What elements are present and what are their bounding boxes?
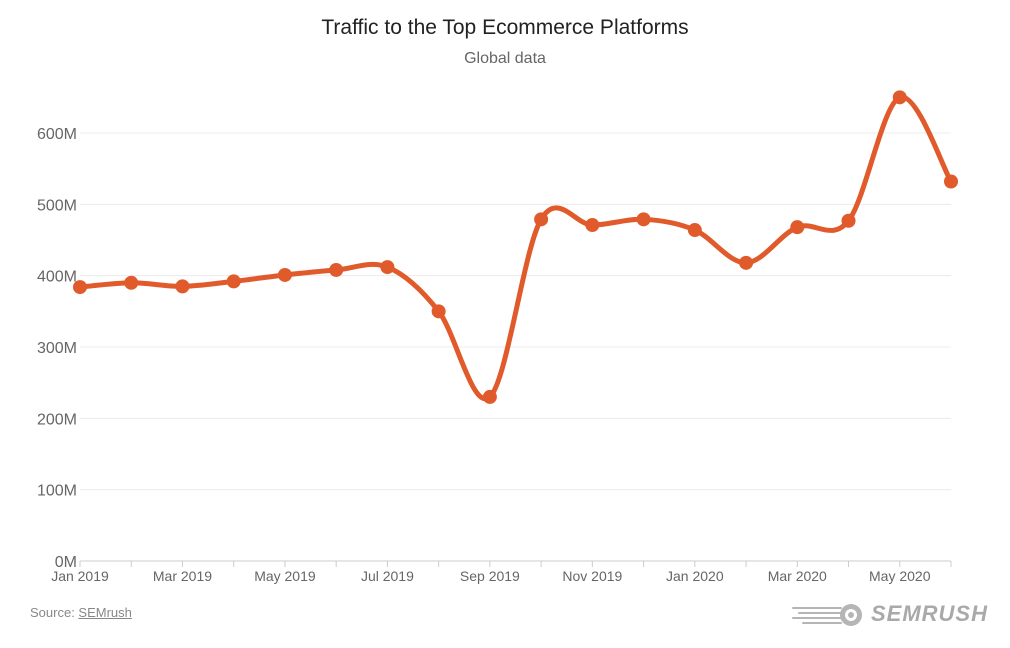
x-tick-label: May 2020 (869, 568, 931, 584)
y-axis-labels: 0M 100M 200M 300M 400M 500M 600M (37, 126, 77, 571)
y-tick-label: 0M (55, 554, 77, 571)
y-tick-label: 300M (37, 340, 77, 357)
logo-text: SEMRUSH (870, 601, 988, 626)
data-point (944, 174, 958, 189)
data-point (636, 212, 651, 227)
y-tick-label: 400M (37, 269, 77, 286)
x-tick-label: Sep 2019 (460, 568, 520, 584)
chart-title: Traffic to the Top Ecommerce Platforms (321, 16, 689, 39)
x-tick-label: Nov 2019 (562, 568, 622, 584)
data-point (841, 213, 856, 228)
y-tick-label: 100M (37, 483, 77, 500)
data-point (124, 275, 139, 290)
data-point (482, 389, 497, 404)
x-tick-label: Mar 2019 (153, 568, 212, 584)
data-point (790, 220, 805, 235)
source-link[interactable]: SEMrush (78, 605, 132, 620)
data-point (431, 304, 446, 319)
source-note: Source: SEMrush (30, 605, 132, 620)
y-tick-label: 200M (37, 411, 77, 428)
data-point (892, 90, 907, 105)
semrush-logo: SEMRUSH (791, 600, 988, 628)
data-point (175, 279, 190, 294)
data-point (380, 260, 395, 275)
semrush-fireball-icon (791, 604, 862, 626)
y-tick-label: 600M (37, 126, 77, 143)
line-chart: 0M 100M 200M 300M 400M 500M 600M Jan 2019 Mar 2… (37, 90, 958, 584)
chart-subtitle: Global data (464, 50, 546, 67)
data-point (585, 218, 600, 233)
series-line (77, 94, 954, 402)
data-point (687, 223, 702, 238)
x-tick-label: Jan 2019 (51, 568, 109, 584)
source-prefix: Source: (30, 605, 79, 620)
x-tick-label: Jul 2019 (361, 568, 414, 584)
data-point (277, 267, 292, 282)
data-point (534, 212, 549, 227)
data-point (739, 255, 754, 270)
x-tick-label: May 2019 (254, 568, 316, 584)
grid-layer (80, 132, 951, 562)
data-points (73, 90, 958, 404)
data-point (73, 280, 87, 295)
x-tick-label: Mar 2020 (768, 568, 827, 584)
y-tick-label: 500M (37, 197, 77, 214)
x-axis-labels: Jan 2019 Mar 2019 May 2019 Jul 2019 Sep 2019… (51, 561, 952, 584)
x-tick-label: Jan 2020 (666, 568, 724, 584)
data-point (226, 274, 241, 289)
data-point (329, 262, 344, 277)
